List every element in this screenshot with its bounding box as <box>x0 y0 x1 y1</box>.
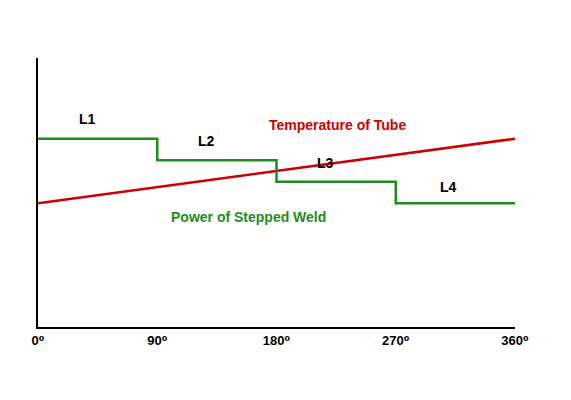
svg-text:0⁰: 0⁰ <box>32 333 45 348</box>
svg-text:Temperature of Tube: Temperature of Tube <box>269 117 406 133</box>
svg-text:90⁰: 90⁰ <box>147 333 167 348</box>
svg-text:180⁰: 180⁰ <box>263 333 291 348</box>
svg-text:L4: L4 <box>440 179 457 195</box>
svg-text:L2: L2 <box>198 133 215 149</box>
svg-text:Power of Stepped Weld: Power of Stepped Weld <box>171 209 326 225</box>
svg-text:270⁰: 270⁰ <box>382 333 410 348</box>
svg-text:L3: L3 <box>317 155 334 171</box>
svg-text:L1: L1 <box>79 111 96 127</box>
svg-text:360⁰: 360⁰ <box>501 333 529 348</box>
